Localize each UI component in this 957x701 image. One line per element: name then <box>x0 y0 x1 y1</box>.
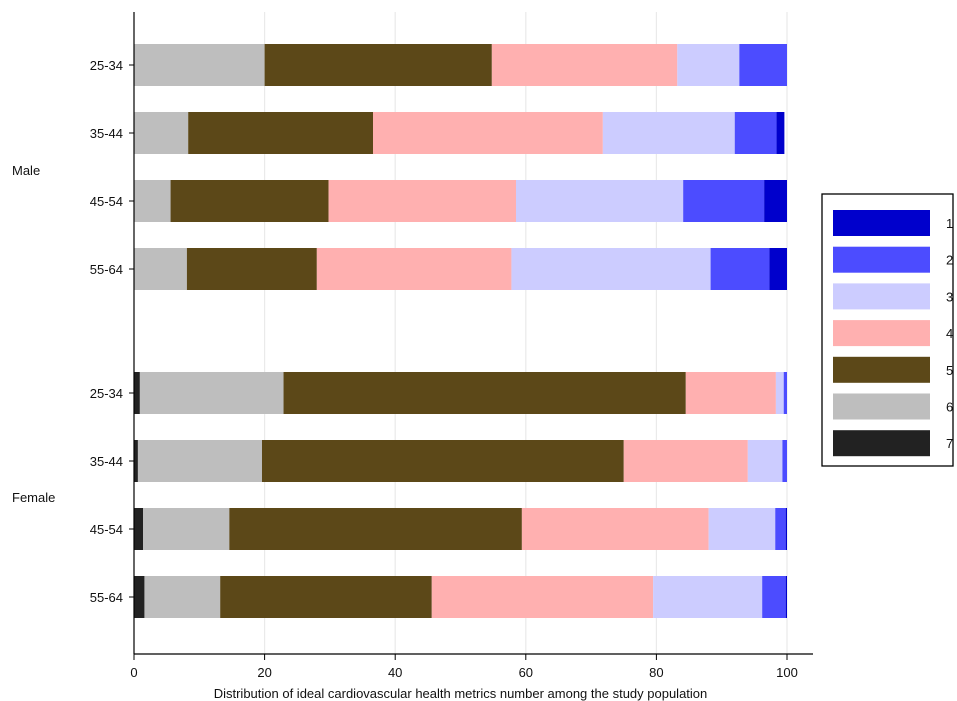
bar-segment-female-35-44-metric-6 <box>137 440 262 482</box>
bar-segment-female-55-64-metric-4 <box>431 576 654 618</box>
category-label-male-45-54: 45-54 <box>90 194 123 209</box>
bar-segment-male-35-44-metric-4 <box>372 112 603 154</box>
bar-segment-female-25-34-metric-7 <box>134 372 140 414</box>
bar-segment-male-25-34-metric-2 <box>739 44 787 86</box>
category-labels: Male 25-34 35-44 45-54 55-64 Female 25-34 35-44… <box>12 58 134 605</box>
x-axis-ticks: 0 20 40 60 80 100 <box>130 654 798 680</box>
bar-segment-female-25-34-metric-3 <box>775 372 784 414</box>
bar-segment-male-35-44-metric-2 <box>734 112 777 154</box>
category-label-female-55-64: 55-64 <box>90 590 123 605</box>
bar-segment-male-45-54-metric-1 <box>764 180 787 222</box>
category-label-male-25-34: 25-34 <box>90 58 123 73</box>
bar-segment-female-35-44-metric-4 <box>623 440 748 482</box>
x-tick-label-100: 100 <box>776 665 798 680</box>
bar-segment-male-45-54-metric-3 <box>516 180 684 222</box>
legend-label-6: 6 <box>946 400 953 415</box>
bar-segment-male-55-64-metric-4 <box>316 248 512 290</box>
bar-segment-male-55-64-metric-5 <box>186 248 317 290</box>
category-label-male-35-44: 35-44 <box>90 126 123 141</box>
bar-segment-male-25-34-metric-5 <box>264 44 492 86</box>
bar-segment-female-55-64-metric-5 <box>220 576 432 618</box>
bar-segment-female-35-44-metric-5 <box>261 440 624 482</box>
legend-swatch-2 <box>833 246 930 273</box>
bar-segment-male-45-54-metric-4 <box>328 180 517 222</box>
bar-segment-female-55-64-metric-1 <box>785 576 787 618</box>
bar-segment-female-35-44-metric-2 <box>782 440 787 482</box>
bar-segment-male-55-64-metric-6 <box>134 248 187 290</box>
category-label-female-45-54: 45-54 <box>90 522 123 537</box>
x-tick-label-40: 40 <box>388 665 402 680</box>
category-label-female-25-34: 25-34 <box>90 386 123 401</box>
bar-segment-female-25-34-metric-6 <box>139 372 284 414</box>
bar-segment-male-35-44-metric-1 <box>776 112 785 154</box>
x-tick-label-0: 0 <box>130 665 137 680</box>
x-axis-title: Distribution of ideal cardiovascular hea… <box>214 686 708 701</box>
bar-segment-male-35-44-metric-3 <box>602 112 735 154</box>
group-label-female: Female <box>12 490 55 505</box>
bar-segment-male-25-34-metric-3 <box>677 44 740 86</box>
x-tick-label-80: 80 <box>649 665 663 680</box>
legend-swatch-7 <box>833 430 930 457</box>
bar-segment-female-55-64-metric-2 <box>762 576 786 618</box>
legend-swatch-4 <box>833 320 930 347</box>
legend-label-3: 3 <box>946 289 953 304</box>
bar-segment-female-25-34-metric-5 <box>283 372 686 414</box>
category-label-female-35-44: 35-44 <box>90 454 123 469</box>
axes <box>133 12 813 655</box>
bar-segment-male-55-64-metric-2 <box>710 248 770 290</box>
legend-label-2: 2 <box>946 253 953 268</box>
bar-segment-male-45-54-metric-2 <box>683 180 765 222</box>
legend-swatch-3 <box>833 283 930 310</box>
legend-label-4: 4 <box>946 326 953 341</box>
bar-segment-female-55-64-metric-7 <box>134 576 145 618</box>
bars <box>134 44 787 618</box>
bar-segment-male-45-54-metric-5 <box>170 180 329 222</box>
bar-segment-female-45-54-metric-6 <box>143 508 230 550</box>
bar-segment-female-45-54-metric-3 <box>708 508 776 550</box>
bar-segment-male-45-54-metric-6 <box>134 180 171 222</box>
group-label-male: Male <box>12 163 40 178</box>
bar-segment-female-55-64-metric-3 <box>653 576 763 618</box>
x-tick-label-20: 20 <box>257 665 271 680</box>
bar-segment-male-55-64-metric-1 <box>769 248 787 290</box>
bar-segment-male-35-44-metric-6 <box>134 112 189 154</box>
legend-swatch-1 <box>833 210 930 236</box>
bar-segment-female-25-34-metric-4 <box>685 372 776 414</box>
bar-segment-male-35-44-metric-5 <box>188 112 373 154</box>
bar-segment-male-25-34-metric-6 <box>134 44 265 86</box>
bar-segment-female-35-44-metric-7 <box>134 440 138 482</box>
bar-segment-female-25-34-metric-2 <box>783 372 787 414</box>
bar-segment-female-55-64-metric-6 <box>144 576 221 618</box>
category-label-male-55-64: 55-64 <box>90 262 123 277</box>
legend-label-5: 5 <box>946 363 953 378</box>
legend-swatch-6 <box>833 393 930 420</box>
bar-segment-female-35-44-metric-3 <box>747 440 783 482</box>
x-tick-label-60: 60 <box>519 665 533 680</box>
bar-segment-male-25-34-metric-4 <box>491 44 678 86</box>
legend-swatch-5 <box>833 356 930 383</box>
gridlines <box>264 12 788 654</box>
legend: 1 2 3 4 5 6 7 <box>821 193 954 467</box>
legend-label-7: 7 <box>946 436 953 451</box>
bar-segment-female-45-54-metric-5 <box>229 508 522 550</box>
bar-segment-female-45-54-metric-7 <box>134 508 144 550</box>
bar-segment-female-45-54-metric-1 <box>785 508 787 550</box>
bar-segment-female-45-54-metric-4 <box>521 508 709 550</box>
bar-segment-male-55-64-metric-3 <box>511 248 711 290</box>
legend-label-1: 1 <box>946 216 953 231</box>
bar-segment-female-45-54-metric-2 <box>775 508 786 550</box>
